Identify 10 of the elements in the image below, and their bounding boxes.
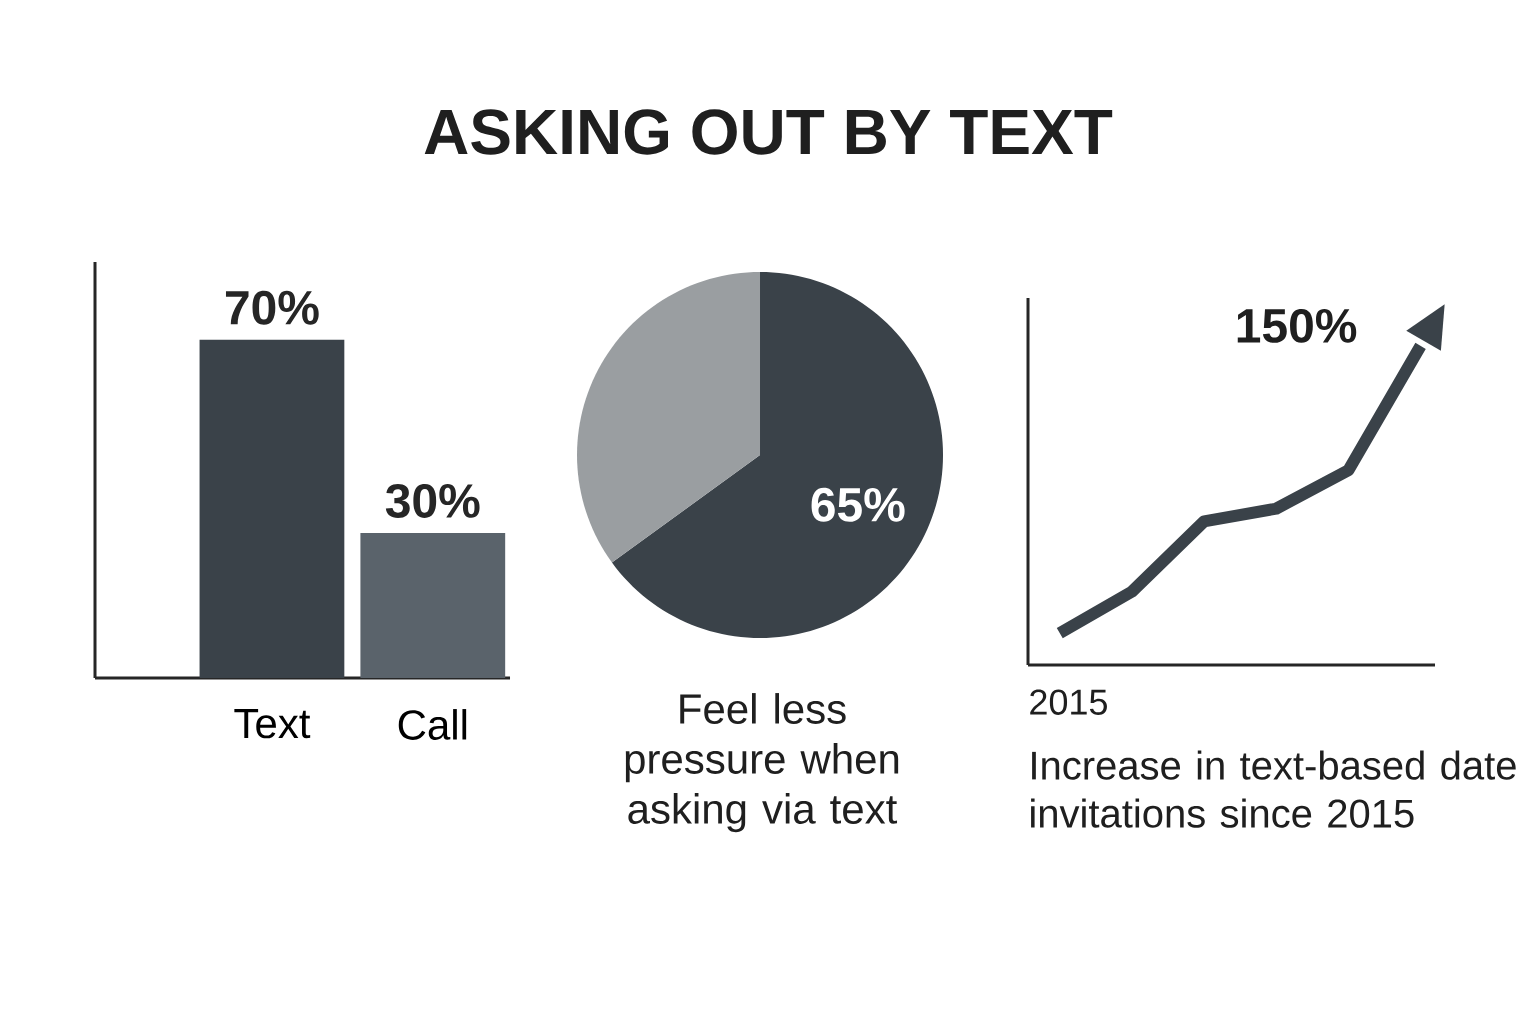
text: Feel less pressure when asking via text [625,693,899,833]
text: 2015 [1030,689,1107,715]
data-label: 30% [385,483,480,518]
data-label: 70% [225,290,319,325]
data-label: 65% [811,487,905,522]
text: ASKING OUT BY TEXT [424,109,1113,155]
text: 150% [1237,308,1357,343]
x-tick-label: Call [398,709,467,740]
x-tick-label: Text [234,709,311,739]
x-axis-title: Increase in text-based date invitations since 2015 [1031,750,1516,828]
